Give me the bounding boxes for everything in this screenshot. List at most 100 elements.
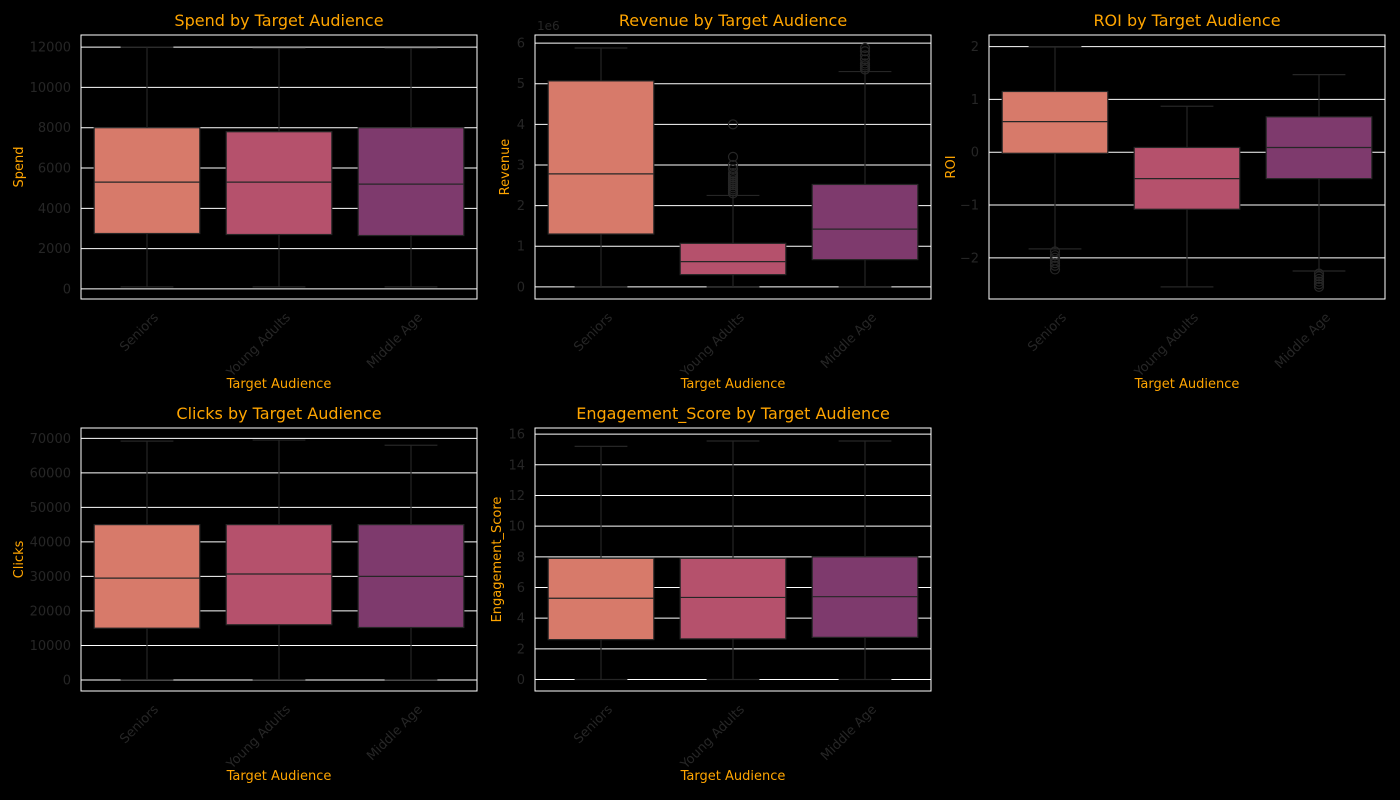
y-tick-label: 0 [63,282,71,297]
box-young-adults [225,47,333,288]
outlier-point [859,42,871,54]
y-tick-label: 2 [517,642,525,657]
y-tick-label: 4 [517,612,525,627]
axes-frame [534,427,932,692]
y-tick-label: 70000 [30,432,71,447]
box-body [93,127,201,235]
axes-frame [80,34,478,300]
y-tick-label: 2 [517,199,525,214]
box-body [357,127,465,237]
y-tick-label: 20000 [30,604,71,619]
outlier-point [1313,276,1325,287]
y-axis-label: Engagement_Score [490,497,505,623]
outlier-point [1313,281,1325,292]
y-tick-label: 50000 [30,501,71,516]
y-tick-label: 40000 [30,535,71,550]
box-body [225,524,333,626]
outlier-point [1313,273,1325,285]
x-tick-label: Seniors [571,702,616,747]
chart-title: Engagement_Score by Target Audience [576,404,890,424]
box-young-adults [679,119,787,288]
y-tick-label: 8 [517,550,525,565]
y-tick-label: 0 [63,673,71,688]
x-tick-label: Young Adults [223,310,294,381]
y-axis-label: Spend [12,147,27,188]
box-body [547,557,655,641]
chart-title: ROI by Target Audience [1093,11,1280,30]
x-tick-label: Seniors [1025,310,1070,355]
box-middle-age [357,47,465,288]
y-tick-label: 6000 [38,162,71,177]
outlier-point [1049,264,1061,275]
outlier-point [1313,268,1325,279]
y-tick-label: 10000 [30,81,71,96]
outlier-point [859,50,871,61]
outlier-point [1049,260,1061,271]
box-middle-age [1265,73,1373,292]
x-tick-label: Young Adults [677,310,748,381]
box-young-adults [679,440,787,681]
box-seniors [547,47,655,288]
y-tick-label: 0 [517,673,525,688]
x-tick-label: Young Adults [677,702,748,773]
axes-frame [534,34,932,300]
chart-title: Clicks by Target Audience [176,404,381,423]
box-seniors [93,440,201,681]
chart-panel-5: 0 2 4 6 8 10 12 14 16 Seniors Young Adults Middle A… [490,404,932,784]
y-tick-label: 12000 [30,41,71,56]
box-body [1001,90,1109,154]
y-tick-label: 16 [508,428,525,443]
x-tick-label: Middle Age [1272,310,1334,372]
y-tick-label: 2000 [38,242,71,257]
axis-offset-label: 1e6 [537,19,560,33]
outlier-point [1313,279,1325,290]
y-tick-label: 1 [971,93,979,108]
outlier-point [727,151,739,162]
box-middle-age [811,440,919,681]
box-seniors [93,46,201,288]
x-axis-label: Target Audience [1134,377,1240,392]
box-seniors [1001,46,1109,275]
y-tick-label: 5 [517,77,525,92]
axes-frame [988,34,1386,300]
x-tick-label: Middle Age [364,310,426,372]
outlier-point [1049,257,1061,269]
x-tick-label: Middle Age [818,310,880,372]
box-body [811,183,919,261]
y-tick-label: −2 [960,251,979,266]
x-tick-label: Middle Age [818,702,880,764]
y-tick-label: 3 [517,158,525,173]
outlier-point [1049,252,1061,263]
outlier-point [727,159,739,171]
box-young-adults [225,439,333,681]
x-tick-label: Young Adults [223,702,294,773]
y-axis-label: ROI [944,155,959,178]
y-tick-label: 6 [517,581,525,596]
y-tick-label: 1 [517,240,525,255]
y-tick-label: 4 [517,118,525,133]
chart-title: Spend by Target Audience [174,11,383,30]
y-tick-label: 8000 [38,121,71,136]
x-axis-label: Target Audience [226,769,332,784]
box-body [93,524,201,629]
outlier-point [859,58,871,69]
y-tick-label: 10 [508,520,525,535]
y-tick-label: 30000 [30,570,71,585]
x-axis-label: Target Audience [226,377,332,392]
outlier-point [727,167,739,179]
axes-frame [80,427,478,692]
chart-panel-4: 0 10000 20000 30000 40000 50000 60000 70000 Seni… [12,404,478,784]
y-tick-label: 2 [971,40,979,55]
x-axis-label: Target Audience [680,769,786,784]
x-tick-label: Seniors [117,702,162,747]
chart-title: Revenue by Target Audience [619,11,847,30]
outlier-point [727,163,739,175]
box-middle-age [811,42,919,288]
chart-panel-1: 0 2000 4000 6000 8000 10000 12000 Seniors Young … [12,11,478,392]
box-middle-age [357,444,465,681]
box-body [547,80,655,235]
chart-panel-3: −2 −1 0 1 2 Seniors Young Adults Middle Age ROI … [944,11,1386,392]
y-tick-label: 0 [971,146,979,161]
x-axis-label: Target Audience [680,377,786,392]
